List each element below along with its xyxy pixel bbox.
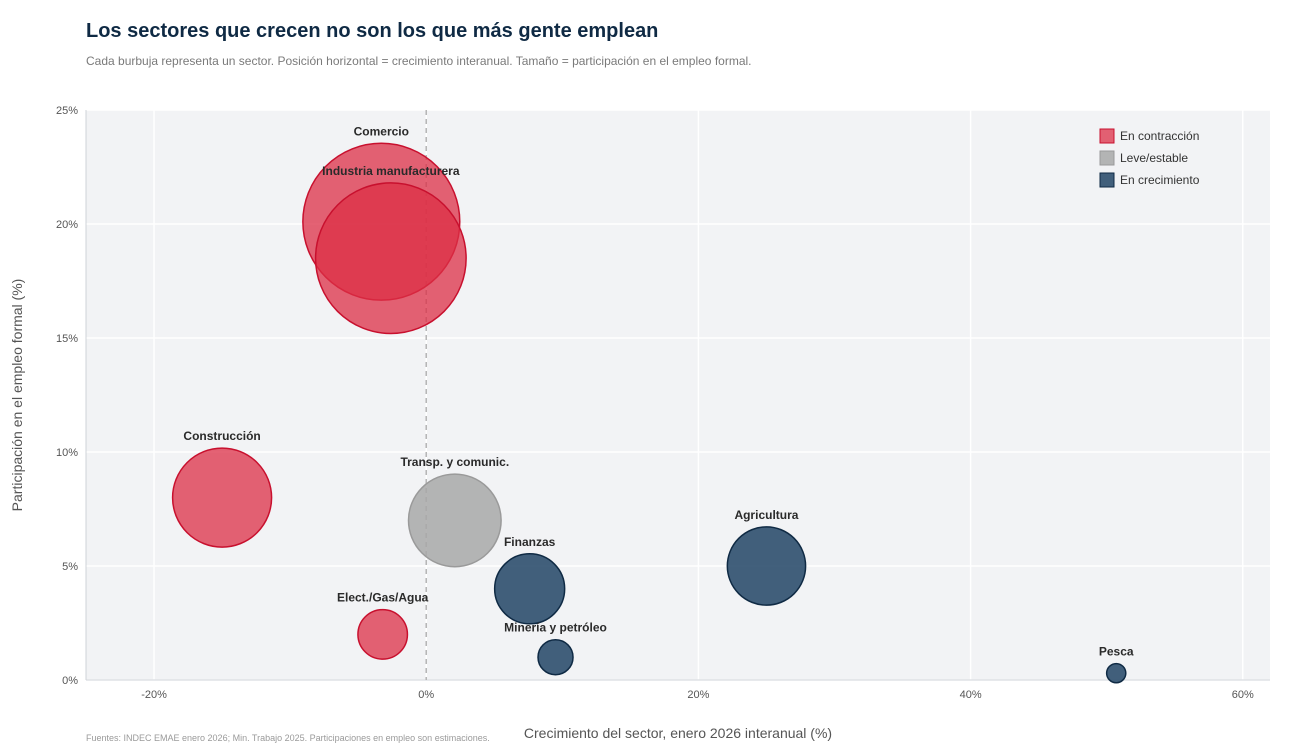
x-tick-label: 0% xyxy=(418,689,434,701)
x-tick-label: 20% xyxy=(687,689,709,701)
legend-swatch xyxy=(1099,128,1115,144)
legend-swatch xyxy=(1099,172,1115,188)
y-axis-label: Participación en el empleo formal (%) xyxy=(9,279,25,512)
bubble xyxy=(357,608,409,660)
y-tick-label: 20% xyxy=(56,219,78,231)
bubble-label: Construcción xyxy=(183,429,260,443)
bubble xyxy=(726,526,807,606)
bubble-label: Transp. y comunic. xyxy=(400,455,509,469)
bubble-label: Comercio xyxy=(354,124,409,138)
bubble-label: Finanzas xyxy=(504,535,556,549)
chart-subtitle: Cada burbuja representa un sector. Posic… xyxy=(86,54,752,68)
y-tick-label: 5% xyxy=(62,561,78,573)
x-axis-label: Crecimiento del sector, enero 2026 inter… xyxy=(524,725,832,741)
bubble-label: Agricultura xyxy=(734,508,798,522)
legend-label: Leve/estable xyxy=(1120,151,1188,165)
chart-title: Los sectores que crecen no son los que m… xyxy=(86,20,659,42)
bubble-label: Pesca xyxy=(1099,645,1134,659)
y-tick-label: 15% xyxy=(56,333,78,345)
bubble-label: Industria manufacturera xyxy=(322,164,460,178)
bubble xyxy=(171,447,273,548)
bubble xyxy=(314,182,467,335)
legend-swatch xyxy=(1099,150,1115,166)
x-tick-label: 60% xyxy=(1232,689,1254,701)
source-note: Fuentes: INDEC EMAE enero 2026; Min. Tra… xyxy=(86,733,490,743)
bubble xyxy=(493,553,566,625)
bubble xyxy=(1105,662,1127,684)
bubble-label: Minería y petróleo xyxy=(504,621,607,635)
y-tick-label: 0% xyxy=(62,675,78,687)
y-tick-label: 25% xyxy=(56,105,78,117)
bubble xyxy=(407,473,502,568)
x-tick-label: -20% xyxy=(141,689,167,701)
bubble-label: Elect./Gas/Agua xyxy=(337,591,429,605)
x-tick-label: 40% xyxy=(960,689,982,701)
bubble xyxy=(537,638,574,676)
legend-label: En crecimiento xyxy=(1120,173,1200,187)
plot-area xyxy=(86,110,1270,680)
legend-label: En contracción xyxy=(1120,129,1199,143)
y-tick-label: 10% xyxy=(56,447,78,459)
